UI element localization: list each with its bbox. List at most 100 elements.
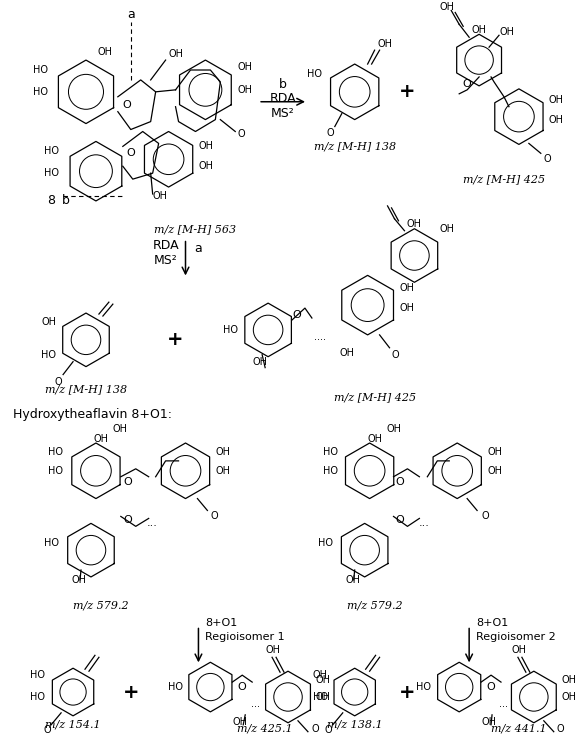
Text: m/z [M-H] 425: m/z [M-H] 425 xyxy=(333,392,416,402)
Text: HO: HO xyxy=(323,447,338,457)
Text: OH: OH xyxy=(399,303,415,313)
Text: HO: HO xyxy=(30,692,45,702)
Text: HO: HO xyxy=(416,682,431,692)
Text: OH: OH xyxy=(440,224,454,234)
Text: OH: OH xyxy=(98,47,113,57)
Text: OH: OH xyxy=(378,39,392,49)
Text: OH: OH xyxy=(233,717,248,727)
Text: OH: OH xyxy=(561,692,577,702)
Text: ···: ··· xyxy=(500,702,508,712)
Text: OH: OH xyxy=(252,357,268,367)
Text: m/z 425.1: m/z 425.1 xyxy=(237,724,293,734)
Text: m/z [M-H] 138: m/z [M-H] 138 xyxy=(314,142,396,151)
Text: m/z [M-H] 563: m/z [M-H] 563 xyxy=(154,224,237,234)
Text: HO: HO xyxy=(313,692,328,702)
Text: O: O xyxy=(557,724,564,734)
Text: OH: OH xyxy=(340,348,355,357)
Text: m/z 138.1: m/z 138.1 xyxy=(327,720,382,730)
Text: OH: OH xyxy=(93,434,108,444)
Text: HO: HO xyxy=(48,466,63,476)
Text: HO: HO xyxy=(44,147,59,156)
Text: OH: OH xyxy=(237,85,252,95)
Text: +: + xyxy=(399,83,416,101)
Text: OH: OH xyxy=(316,692,331,702)
Text: m/z [M-H] 425: m/z [M-H] 425 xyxy=(463,174,545,184)
Text: a: a xyxy=(127,8,135,21)
Text: O: O xyxy=(544,154,552,164)
Text: OH: OH xyxy=(472,25,487,35)
Text: +: + xyxy=(122,682,139,702)
Text: OH: OH xyxy=(511,646,526,655)
Text: O: O xyxy=(122,99,131,110)
Text: HO: HO xyxy=(33,87,48,97)
Text: OH: OH xyxy=(487,447,502,457)
Text: RDA: RDA xyxy=(152,239,179,252)
Text: OH: OH xyxy=(41,317,56,327)
Text: 8: 8 xyxy=(47,195,55,207)
Text: OH: OH xyxy=(387,424,402,434)
Text: O: O xyxy=(395,515,404,525)
Text: OH: OH xyxy=(72,575,86,585)
Text: HO: HO xyxy=(48,447,63,457)
Text: ···: ··· xyxy=(419,521,430,531)
Text: O: O xyxy=(312,724,319,734)
Text: OH: OH xyxy=(367,434,382,444)
Text: HO: HO xyxy=(41,350,56,360)
Text: O: O xyxy=(237,130,245,139)
Text: O: O xyxy=(486,682,495,692)
Text: RDA: RDA xyxy=(270,92,296,105)
Text: O: O xyxy=(395,477,404,486)
Text: OH: OH xyxy=(153,191,168,201)
Text: OH: OH xyxy=(499,27,514,38)
Text: OH: OH xyxy=(345,575,360,585)
Text: O: O xyxy=(463,79,472,89)
Text: OH: OH xyxy=(487,466,502,476)
Text: OH: OH xyxy=(399,283,415,293)
Text: OH: OH xyxy=(113,424,128,434)
Text: O: O xyxy=(481,511,489,522)
Text: O: O xyxy=(237,682,246,692)
Text: O: O xyxy=(127,148,135,158)
Text: O: O xyxy=(392,350,399,360)
Text: O: O xyxy=(124,477,132,486)
Text: OH: OH xyxy=(316,675,331,685)
Text: Regioisomer 1: Regioisomer 1 xyxy=(205,632,285,643)
Text: OH: OH xyxy=(561,675,577,685)
Text: OH: OH xyxy=(482,717,497,727)
Text: OH: OH xyxy=(198,161,213,171)
Text: +: + xyxy=(399,682,416,702)
Text: O: O xyxy=(324,724,332,735)
Text: m/z 579.2: m/z 579.2 xyxy=(347,601,402,611)
Text: HO: HO xyxy=(167,682,182,692)
Text: OH: OH xyxy=(549,114,564,125)
Text: 8+O1: 8+O1 xyxy=(476,618,508,628)
Text: OH: OH xyxy=(266,646,280,655)
Text: O: O xyxy=(54,377,62,386)
Text: b: b xyxy=(279,78,287,91)
Text: Hydroxytheaflavin 8+O1:: Hydroxytheaflavin 8+O1: xyxy=(13,408,173,421)
Text: OH: OH xyxy=(198,142,213,151)
Text: a: a xyxy=(195,242,202,255)
Text: ···: ··· xyxy=(251,702,259,712)
Text: HO: HO xyxy=(318,538,333,548)
Text: b: b xyxy=(62,195,70,207)
Text: m/z 154.1: m/z 154.1 xyxy=(45,720,101,730)
Text: m/z 441.1: m/z 441.1 xyxy=(491,724,547,734)
Text: +: + xyxy=(167,330,184,349)
Text: OH: OH xyxy=(215,466,230,476)
Text: m/z [M-H] 138: m/z [M-H] 138 xyxy=(45,385,127,394)
Text: HO: HO xyxy=(307,69,322,79)
Text: ···: ··· xyxy=(147,521,158,531)
Text: O: O xyxy=(210,511,218,522)
Text: OH: OH xyxy=(549,95,564,105)
Text: HO: HO xyxy=(223,325,238,335)
Text: ····: ···· xyxy=(314,335,326,345)
Text: O: O xyxy=(124,515,132,525)
Text: O: O xyxy=(293,310,301,320)
Text: OH: OH xyxy=(237,62,252,72)
Text: O: O xyxy=(43,724,51,735)
Text: Regioisomer 2: Regioisomer 2 xyxy=(476,632,556,643)
Text: OH: OH xyxy=(313,670,328,680)
Text: HO: HO xyxy=(323,466,338,476)
Text: HO: HO xyxy=(30,670,45,680)
